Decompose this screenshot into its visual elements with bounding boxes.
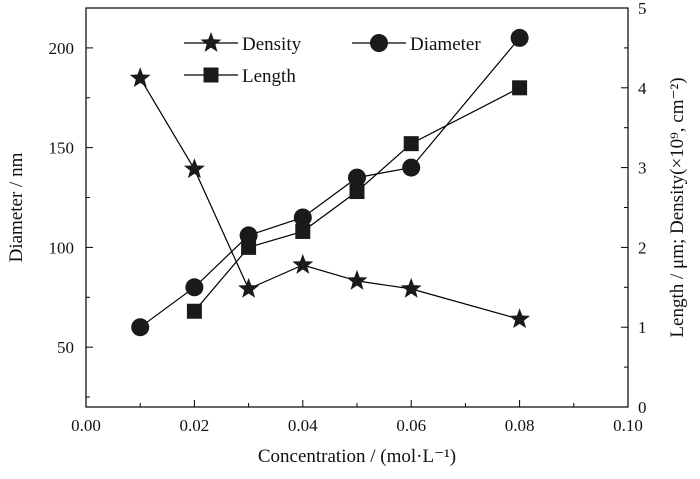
data-point-length <box>512 80 528 96</box>
y-left-tick-label: 200 <box>49 39 75 58</box>
y-right-tick-label: 2 <box>638 238 647 257</box>
x-tick-label: 0.10 <box>613 416 643 435</box>
data-point-length <box>349 184 365 200</box>
legend: Density Diameter Length <box>184 32 481 87</box>
data-point-density <box>129 67 151 88</box>
y-axis-left-label: Diameter / nm <box>6 152 27 262</box>
data-point-density <box>346 269 368 290</box>
legend-marker-diameter <box>370 34 388 52</box>
y-right-tick-label: 0 <box>638 398 647 417</box>
x-tick-label: 0.08 <box>505 416 535 435</box>
data-point-diameter <box>402 158 421 177</box>
x-tick-label: 0.04 <box>288 416 318 435</box>
legend-item-length: Length <box>184 66 296 87</box>
legend-marker-density <box>200 32 222 52</box>
data-point-density <box>183 158 205 179</box>
data-point-density <box>509 308 531 329</box>
data-point-density <box>400 277 422 298</box>
x-tick-label: 0.06 <box>396 416 426 435</box>
y-left-tick-label: 150 <box>49 139 75 158</box>
y-right-tick-label: 3 <box>638 159 647 178</box>
plot-area-border <box>85 7 629 408</box>
legend-marker-length <box>203 67 219 83</box>
data-point-diameter <box>131 318 150 337</box>
legend-label-length: Length <box>242 66 296 87</box>
series-density <box>129 67 531 329</box>
y-left-tick-label: 100 <box>49 238 75 257</box>
y-left-tick-label: 50 <box>57 338 74 357</box>
legend-label-diameter: Diameter <box>410 34 481 55</box>
y-axis-right-label: Length / μm; Density(×10⁹, cm⁻²) <box>667 77 688 337</box>
series-length <box>186 80 528 319</box>
data-point-diameter <box>510 28 529 47</box>
axis-ticks: 0.00 0.02 0.04 0.06 0.08 0.10 50 100 150 200 0 1 2 3 4… <box>49 0 648 435</box>
data-point-diameter <box>185 278 204 297</box>
plot-frame <box>85 7 629 408</box>
x-tick-label: 0.00 <box>71 416 101 435</box>
y-right-tick-label: 1 <box>638 318 647 337</box>
series-line-length <box>193 87 520 312</box>
data-point-diameter <box>348 168 366 187</box>
series-group <box>129 28 531 337</box>
legend-item-diameter: Diameter <box>352 34 481 55</box>
data-point-length <box>403 136 419 152</box>
legend-item-density: Density <box>184 32 302 55</box>
data-point-length <box>186 303 202 319</box>
legend-label-density: Density <box>242 34 302 55</box>
x-axis-label: Concentration / (mol·L⁻¹) <box>258 446 456 467</box>
y-right-tick-label: 5 <box>638 0 647 18</box>
data-point-length <box>295 223 311 239</box>
data-point-density <box>238 277 260 298</box>
data-point-length <box>241 239 257 255</box>
data-point-diameter <box>293 208 312 227</box>
data-point-density <box>292 253 314 274</box>
y-right-tick-label: 4 <box>638 79 647 98</box>
axis-labels: Concentration / (mol·L⁻¹) Diameter / nm … <box>6 77 688 467</box>
x-tick-label: 0.02 <box>180 416 210 435</box>
